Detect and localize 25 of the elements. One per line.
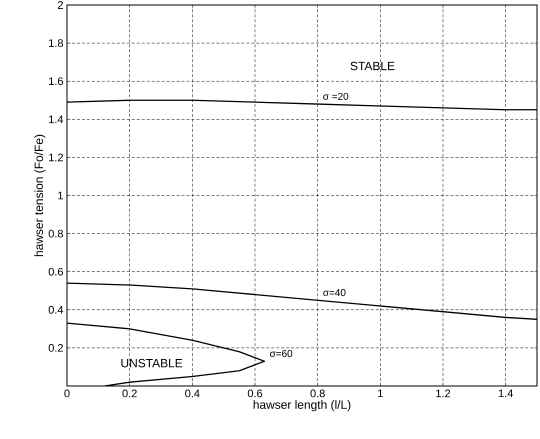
series-label: σ=40: [323, 289, 346, 296]
x-axis-title: hawser length (l/L): [254, 400, 350, 412]
x-tick-label: 0.2: [122, 390, 137, 398]
x-tick-label: 1: [378, 390, 383, 398]
y-tick-label: 0.2: [48, 344, 63, 352]
annotation: UNSTABLE: [121, 358, 182, 368]
series-label: σ =20: [323, 92, 348, 100]
y-tick-label: 1.6: [49, 77, 63, 86]
y-tick-label: 2: [58, 1, 63, 9]
x-tick-label: 0.4: [185, 390, 200, 398]
y-tick-label: 1.2: [49, 154, 63, 162]
x-tick-label: 0: [64, 390, 70, 398]
y-tick-label: 1: [58, 192, 63, 200]
x-tick-label: 0.6: [248, 390, 262, 398]
y-axis-title: hawser tension (Fo/Fe): [34, 134, 46, 256]
annotation: STABLE: [350, 62, 394, 70]
x-tick-label: 1.2: [436, 390, 450, 398]
y-tick-label: 1.4: [49, 116, 64, 124]
x-tick-label: 1.4: [498, 390, 513, 398]
y-tick-label: 0.6: [48, 268, 63, 276]
y-tick-label: 0.4: [48, 306, 64, 314]
y-tick-label: 0.8: [48, 230, 63, 238]
series-label: σ=60: [270, 350, 292, 358]
x-tick-label: 0.8: [310, 390, 325, 398]
y-tick-label: 1.8: [49, 39, 63, 47]
